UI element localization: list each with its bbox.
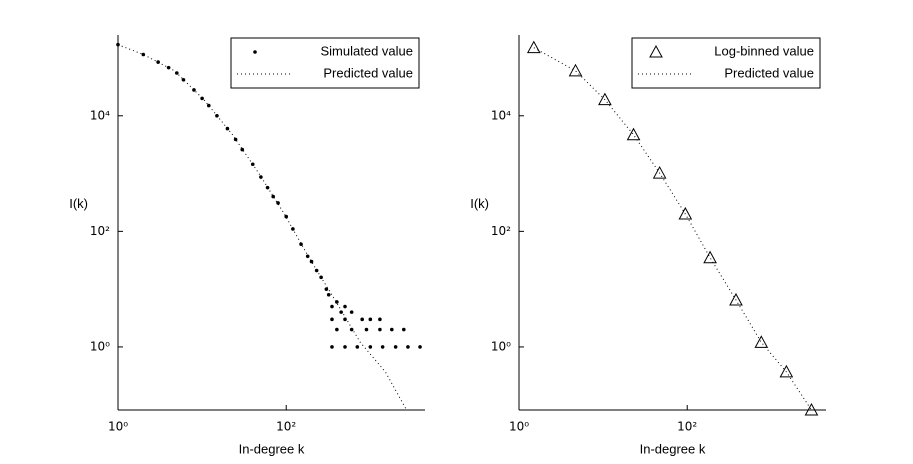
data-point: [192, 88, 196, 92]
data-point: [380, 345, 385, 349]
y-tick-label: 10⁰: [491, 339, 511, 353]
data-point: [368, 317, 373, 322]
data-point: [368, 345, 373, 349]
legend-marker: [649, 44, 663, 58]
predicted-line: [533, 47, 812, 411]
data-point: [652, 166, 667, 179]
data-point: [568, 63, 583, 77]
data-point: [330, 304, 334, 309]
data-point: [626, 127, 641, 141]
data-point: [378, 327, 382, 332]
data-point: [326, 292, 331, 297]
data-point: [393, 345, 398, 349]
legend-label: Simulated value: [321, 43, 414, 58]
y-tick-label: 10²: [491, 224, 511, 238]
x-tick-label: 10²: [677, 420, 697, 434]
data-point: [200, 96, 204, 101]
y-axis-label: I(k): [470, 196, 489, 211]
data-point: [401, 327, 406, 332]
data-point: [240, 147, 245, 152]
data-point: [335, 327, 339, 332]
legend-label: Predicted value: [724, 65, 814, 80]
data-point: [754, 335, 769, 348]
x-tick-label: 10⁰: [509, 420, 529, 434]
data-point: [378, 317, 382, 322]
data-point: [343, 304, 347, 309]
data-point: [349, 310, 354, 314]
y-tick-label: 10⁴: [491, 108, 511, 122]
legend-label: Predicted value: [323, 65, 413, 80]
data-point: [276, 201, 280, 205]
data-point: [324, 287, 329, 291]
x-tick-label: 10²: [276, 420, 296, 434]
data-point: [406, 345, 410, 349]
data-point: [779, 364, 794, 378]
x-axis-label: In-degree k: [640, 441, 706, 456]
data-point: [389, 327, 394, 332]
predicted-line: [117, 44, 408, 411]
data-point: [309, 259, 314, 264]
data-point: [330, 345, 334, 349]
data-point: [343, 345, 347, 349]
legend-label: Log-binned value: [714, 43, 814, 58]
data-point: [804, 402, 819, 416]
data-point: [355, 345, 360, 349]
data-point: [678, 206, 693, 220]
data-point: [729, 292, 743, 306]
x-axis-label: In-degree k: [239, 441, 305, 456]
data-point: [339, 310, 343, 314]
data-point: [598, 92, 612, 106]
data-point: [305, 254, 310, 259]
x-tick-label: 10⁰: [108, 420, 128, 434]
y-tick-label: 10²: [90, 224, 110, 238]
legend-marker: [253, 50, 257, 54]
y-tick-label: 10⁰: [90, 339, 110, 353]
data-point: [364, 327, 369, 332]
data-point: [418, 345, 422, 349]
y-tick-label: 10⁴: [90, 108, 110, 122]
data-point: [174, 71, 179, 75]
legend-box: [631, 37, 821, 89]
data-point: [259, 175, 263, 179]
y-axis-label: I(k): [69, 196, 88, 211]
data-point: [330, 317, 334, 322]
data-point: [703, 250, 717, 264]
data-point: [360, 317, 364, 322]
data-point: [284, 214, 289, 219]
data-point: [141, 52, 146, 57]
data-point: [526, 40, 541, 54]
data-point: [233, 137, 238, 142]
data-point: [166, 65, 171, 70]
data-point: [156, 60, 160, 64]
legend-box: [230, 37, 420, 89]
data-point: [299, 242, 303, 246]
